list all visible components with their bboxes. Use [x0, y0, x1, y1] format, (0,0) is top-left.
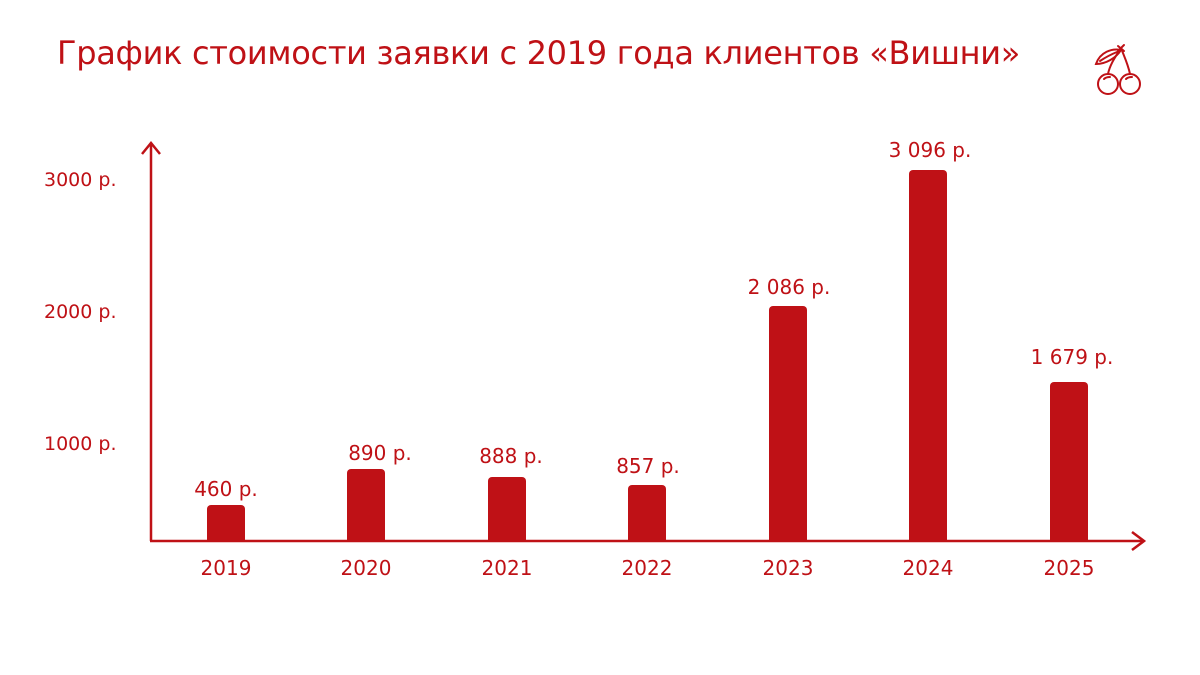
value-label-2021: 888 р. — [479, 444, 543, 468]
bar-2023 — [769, 306, 807, 541]
bar-2019 — [207, 505, 245, 541]
value-label-2022: 857 р. — [616, 454, 680, 478]
x-tick-2023: 2023 — [762, 556, 814, 580]
value-label-2023: 2 086 р. — [747, 275, 831, 299]
value-label-2019: 460 р. — [194, 477, 258, 501]
x-tick-2025: 2025 — [1043, 556, 1095, 580]
value-label-2024: 3 096 р. — [888, 138, 972, 162]
cherry-icon — [1094, 44, 1141, 95]
bar-2020 — [347, 469, 385, 541]
x-tick-2019: 2019 — [200, 556, 252, 580]
y-tick-2000: 2000 р. — [44, 301, 117, 323]
y-tick-3000: 3000 р. — [44, 169, 117, 191]
x-tick-2024: 2024 — [902, 556, 954, 580]
bar-2022 — [628, 485, 666, 541]
bar-2025 — [1050, 382, 1088, 541]
bar-2024 — [909, 170, 947, 541]
value-label-2025: 1 679 р. — [1030, 345, 1114, 369]
x-tick-2022: 2022 — [621, 556, 673, 580]
chart-title: График стоимости заявки с 2019 года клие… — [57, 34, 1021, 72]
bar-2021 — [488, 477, 526, 541]
value-label-2020: 890 р. — [348, 441, 412, 465]
y-tick-1000: 1000 р. — [44, 433, 117, 455]
x-tick-2020: 2020 — [340, 556, 392, 580]
x-tick-2021: 2021 — [481, 556, 533, 580]
